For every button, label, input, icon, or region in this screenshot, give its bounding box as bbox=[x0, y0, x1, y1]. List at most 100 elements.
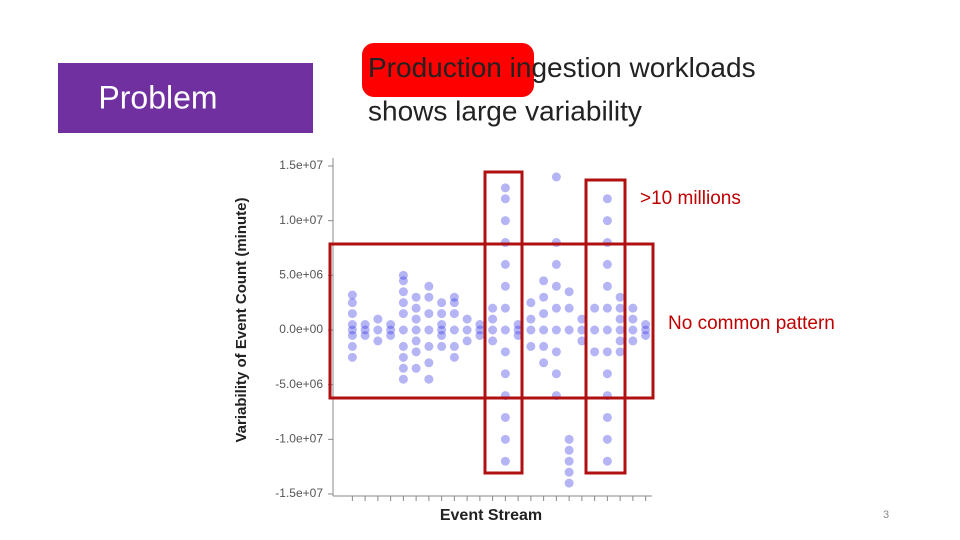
point bbox=[590, 303, 600, 313]
title-band bbox=[58, 63, 313, 133]
point bbox=[424, 358, 434, 368]
point bbox=[526, 325, 536, 335]
point bbox=[513, 320, 523, 330]
point bbox=[500, 369, 510, 379]
point bbox=[386, 320, 396, 330]
point bbox=[602, 434, 612, 444]
point bbox=[373, 314, 383, 324]
slide-title: Problem bbox=[98, 79, 217, 115]
point bbox=[347, 325, 357, 335]
callout-box bbox=[483, 170, 524, 475]
point bbox=[602, 325, 612, 335]
point bbox=[500, 347, 510, 357]
point bbox=[398, 341, 408, 351]
point bbox=[500, 194, 510, 204]
point bbox=[500, 281, 510, 291]
callout-box bbox=[328, 242, 655, 400]
heading: Production ingestion workloads bbox=[368, 52, 756, 83]
x-axis-title: Event Stream bbox=[440, 507, 542, 524]
point bbox=[424, 281, 434, 291]
point bbox=[564, 445, 574, 455]
point bbox=[437, 330, 447, 340]
point bbox=[488, 325, 498, 335]
point bbox=[551, 172, 561, 182]
point bbox=[449, 325, 459, 335]
point bbox=[475, 330, 485, 340]
point bbox=[475, 320, 485, 330]
point bbox=[411, 336, 421, 346]
point bbox=[590, 347, 600, 357]
point bbox=[539, 292, 549, 302]
point bbox=[602, 369, 612, 379]
point bbox=[398, 276, 408, 286]
point bbox=[641, 325, 651, 335]
point bbox=[437, 341, 447, 351]
point bbox=[628, 336, 638, 346]
point bbox=[539, 276, 549, 286]
annotation: >10 millions bbox=[640, 188, 741, 209]
point bbox=[449, 309, 459, 319]
point bbox=[360, 330, 370, 340]
point bbox=[539, 358, 549, 368]
point bbox=[590, 325, 600, 335]
point bbox=[398, 309, 408, 319]
point bbox=[564, 287, 574, 297]
point bbox=[500, 183, 510, 193]
point bbox=[424, 341, 434, 351]
point bbox=[398, 325, 408, 335]
point bbox=[551, 325, 561, 335]
point bbox=[386, 330, 396, 340]
point bbox=[437, 325, 447, 335]
point bbox=[500, 216, 510, 226]
point bbox=[347, 309, 357, 319]
point bbox=[347, 290, 357, 300]
point bbox=[398, 352, 408, 362]
point bbox=[615, 303, 625, 313]
point bbox=[424, 325, 434, 335]
point bbox=[411, 292, 421, 302]
point bbox=[513, 325, 523, 335]
point bbox=[602, 347, 612, 357]
point bbox=[526, 298, 536, 308]
point bbox=[602, 216, 612, 226]
point bbox=[347, 341, 357, 351]
point bbox=[615, 325, 625, 335]
highlight bbox=[362, 43, 534, 97]
point bbox=[500, 412, 510, 422]
point bbox=[551, 303, 561, 313]
point bbox=[424, 309, 434, 319]
point bbox=[551, 347, 561, 357]
point bbox=[628, 303, 638, 313]
point bbox=[539, 309, 549, 319]
point bbox=[615, 336, 625, 346]
y-axis-title: Variability of Event Count (minute) bbox=[233, 197, 250, 442]
point bbox=[500, 303, 510, 313]
point bbox=[386, 325, 396, 335]
point bbox=[398, 298, 408, 308]
point bbox=[411, 303, 421, 313]
point bbox=[551, 369, 561, 379]
point bbox=[615, 292, 625, 302]
point bbox=[526, 314, 536, 324]
point bbox=[641, 320, 651, 330]
heading-line2: shows large variability bbox=[368, 95, 642, 126]
y-tick-label: 0.0e+00 bbox=[279, 322, 323, 336]
point bbox=[462, 325, 472, 335]
point bbox=[628, 325, 638, 335]
page-number: 3 bbox=[883, 509, 889, 521]
point bbox=[462, 336, 472, 346]
point bbox=[488, 303, 498, 313]
point bbox=[500, 434, 510, 444]
point bbox=[577, 325, 587, 335]
point bbox=[526, 341, 536, 351]
point bbox=[411, 314, 421, 324]
point bbox=[513, 330, 523, 340]
y-tick-label: 5.0e+06 bbox=[279, 268, 323, 282]
point bbox=[449, 341, 459, 351]
point bbox=[602, 303, 612, 313]
heading-highlight: Production bbox=[368, 52, 502, 83]
point bbox=[564, 434, 574, 444]
point bbox=[398, 270, 408, 280]
